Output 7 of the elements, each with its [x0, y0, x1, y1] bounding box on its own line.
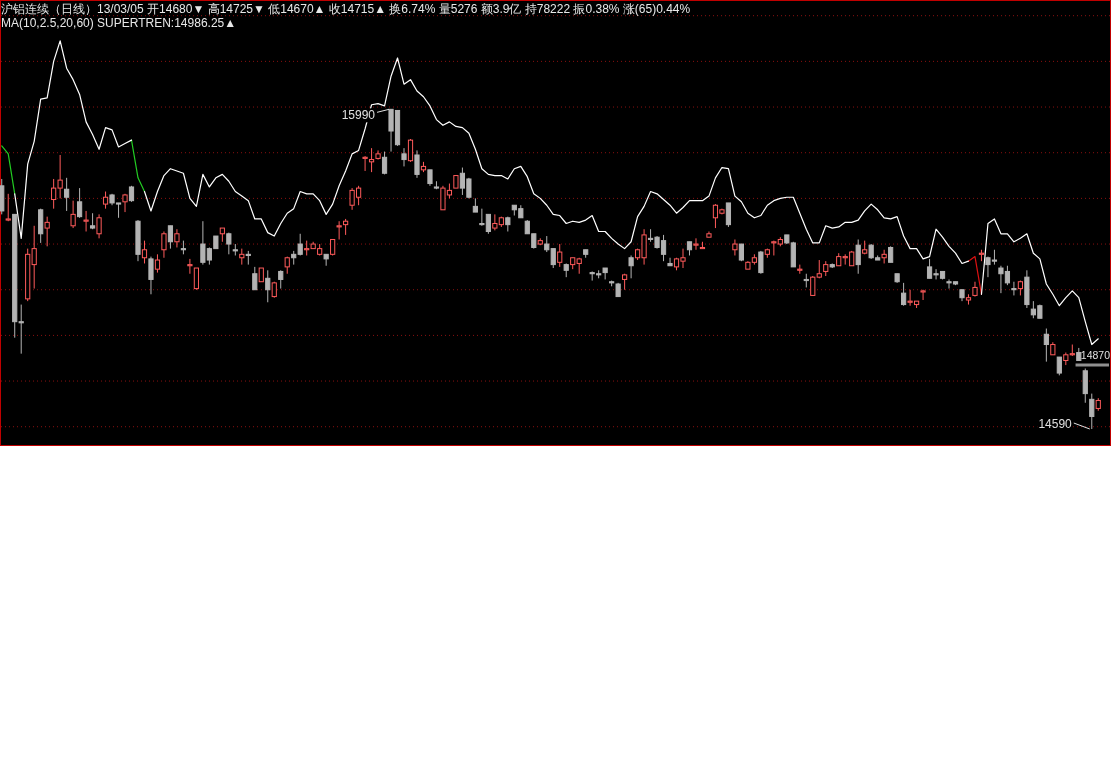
- ref-line: 14870: [1075, 349, 1110, 367]
- annotation: 15990: [341, 108, 376, 123]
- header: 沪铝连续（日线）13/03/05 开14680▼ 高14725▼ 低14670▲ 收14715▲ 换6.74% 量5276 额3.9亿 持78222 振0.38% 涨(65)0.44% MA(10,2.5,20,60) SUPERTREN:14986.25▲: [1, 2, 691, 30]
- ref-line-label: 14870: [1080, 349, 1111, 362]
- note: 15990: [340, 108, 390, 123]
- annotation: 14590: [1038, 417, 1073, 432]
- note: 14590: [1037, 417, 1091, 431]
